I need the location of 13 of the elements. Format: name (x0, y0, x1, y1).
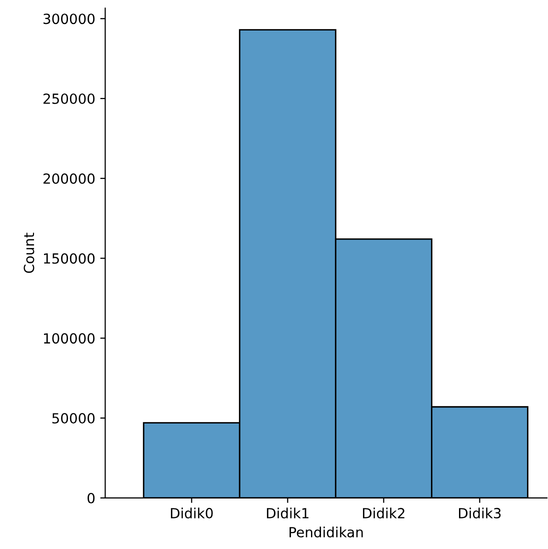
y-tick-label: 150000 (44, 253, 95, 264)
x-axis-title: Pendidikan (290, 526, 363, 538)
x-tick-label: Didik1 (266, 508, 308, 518)
y-axis-title: Count (24, 232, 34, 273)
y-tick-label: 250000 (43, 93, 95, 104)
x-tick-label: Didik3 (459, 508, 501, 518)
y-tick-label: 300000 (44, 14, 95, 24)
x-tick-label: Didik2 (362, 508, 404, 518)
y-tick-label: 0 (88, 492, 95, 504)
y-tick-label: 200000 (43, 173, 95, 184)
y-tick-label: 100000 (44, 333, 95, 344)
x-tick-label: Didik0 (170, 508, 213, 518)
y-tick-label: 50000 (52, 413, 95, 424)
